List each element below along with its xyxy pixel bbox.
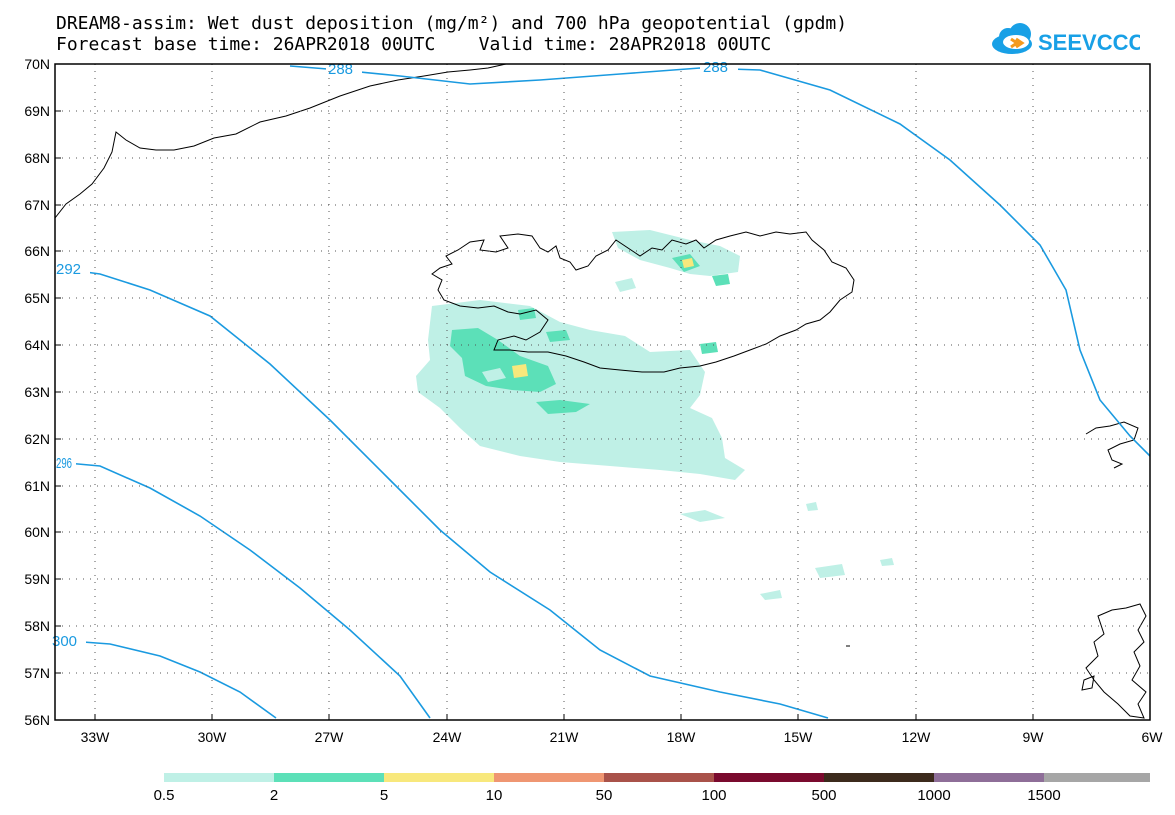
contour-label-288-left: 288 bbox=[328, 61, 353, 78]
dust-area-high bbox=[512, 364, 528, 378]
latitude-labels: 70N 69N 68N 67N 66N 65N 64N 63N 62N 61N … bbox=[24, 56, 50, 728]
lon-label: 18W bbox=[667, 729, 697, 745]
legend-label: 5 bbox=[380, 787, 388, 804]
lat-label: 60N bbox=[24, 524, 50, 540]
lat-label: 69N bbox=[24, 103, 50, 119]
lon-label: 27W bbox=[315, 729, 345, 745]
lon-label: 30W bbox=[198, 729, 228, 745]
dust-area-moderate-5 bbox=[546, 330, 570, 342]
dust-patch-5 bbox=[880, 558, 894, 566]
lat-label: 56N bbox=[24, 712, 50, 728]
legend-label: 500 bbox=[811, 787, 836, 804]
contour-label-296: 296 bbox=[56, 455, 72, 472]
dust-area-north bbox=[612, 230, 740, 276]
dust-area-moderate-2 bbox=[536, 400, 590, 414]
dust-patch-2 bbox=[680, 510, 725, 522]
legend-label: 0.5 bbox=[154, 787, 175, 804]
legend-swatch bbox=[494, 773, 604, 782]
legend-swatch bbox=[714, 773, 824, 782]
dust-shading bbox=[416, 230, 894, 600]
legend-label: 10 bbox=[486, 787, 503, 804]
seevccc-logo: SEEVCCC bbox=[992, 23, 1140, 55]
contour-label-300: 300 bbox=[52, 633, 77, 650]
lon-label: 21W bbox=[550, 729, 580, 745]
contour-288-north bbox=[289, 65, 1151, 457]
map-subtitle: Forecast base time: 26APR2018 00UTC Vali… bbox=[56, 34, 772, 55]
faroe-islands-coastline bbox=[1085, 421, 1139, 469]
longitude-labels: 33W 30W 27W 24W 21W 18W 15W 12W 9W 6W bbox=[81, 729, 1164, 745]
iceland-coastline bbox=[431, 231, 855, 373]
logo-text: SEEVCCC bbox=[1038, 30, 1140, 55]
dust-patch-6 bbox=[806, 502, 818, 511]
dust-area-moderate-6 bbox=[700, 342, 718, 354]
graticule bbox=[55, 64, 1150, 720]
geopotential-contours bbox=[55, 65, 1151, 719]
lat-label: 64N bbox=[24, 337, 50, 353]
lat-label: 68N bbox=[24, 150, 50, 166]
lon-label: 33W bbox=[81, 729, 111, 745]
legend-swatch bbox=[384, 773, 494, 782]
axis-ticks bbox=[55, 63, 1151, 720]
contour-label-292: 292 bbox=[56, 261, 81, 278]
lat-label: 63N bbox=[24, 384, 50, 400]
legend-label: 100 bbox=[701, 787, 726, 804]
legend-swatch bbox=[604, 773, 714, 782]
dust-area-low-inner bbox=[482, 368, 506, 382]
legend-swatch bbox=[824, 773, 934, 782]
contour-300 bbox=[55, 639, 277, 719]
lon-label: 15W bbox=[784, 729, 814, 745]
dust-patch-1 bbox=[615, 278, 636, 292]
cloud-icon bbox=[992, 23, 1032, 54]
legend-swatch bbox=[1044, 773, 1150, 782]
lat-label: 57N bbox=[24, 665, 50, 681]
lat-label: 62N bbox=[24, 431, 50, 447]
legend-swatch bbox=[164, 773, 274, 782]
dust-patch-4 bbox=[760, 590, 782, 600]
lat-label: 66N bbox=[24, 243, 50, 259]
coastlines bbox=[54, 63, 1147, 719]
dust-area-moderate bbox=[450, 328, 556, 392]
legend-label: 2 bbox=[270, 787, 278, 804]
legend-label: 1000 bbox=[917, 787, 950, 804]
lon-label: 12W bbox=[902, 729, 932, 745]
scotland-coastline bbox=[1085, 603, 1147, 719]
legend-label: 1500 bbox=[1027, 787, 1060, 804]
color-legend: 0.5 2 5 10 50 100 500 1000 1500 bbox=[154, 773, 1150, 804]
lat-label: 61N bbox=[24, 478, 50, 494]
legend-label: 50 bbox=[596, 787, 613, 804]
legend-swatch bbox=[934, 773, 1044, 782]
contour-292 bbox=[55, 267, 829, 719]
contour-label-288-right: 288 bbox=[703, 59, 728, 76]
dust-patch-3 bbox=[815, 564, 845, 578]
dust-area-southwest bbox=[416, 300, 745, 480]
map-title: DREAM8-assim: Wet dust deposition (mg/m²… bbox=[56, 13, 848, 34]
dust-area-moderate-4 bbox=[712, 274, 730, 286]
lon-label: 6W bbox=[1142, 729, 1164, 745]
lon-label: 9W bbox=[1023, 729, 1045, 745]
contour-296 bbox=[55, 461, 431, 719]
hebrides-coastline bbox=[1081, 675, 1095, 691]
legend-swatch bbox=[274, 773, 384, 782]
lon-label: 24W bbox=[433, 729, 463, 745]
dust-area-high-2 bbox=[682, 258, 694, 268]
lat-label: 70N bbox=[24, 56, 50, 72]
greenland-coastline bbox=[54, 63, 507, 219]
lat-label: 58N bbox=[24, 618, 50, 634]
lat-label: 65N bbox=[24, 290, 50, 306]
lat-label: 59N bbox=[24, 571, 50, 587]
lat-label: 67N bbox=[24, 197, 50, 213]
